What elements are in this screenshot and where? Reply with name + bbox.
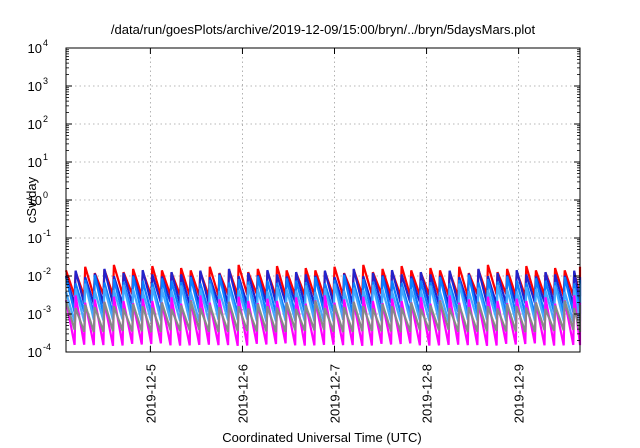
y-tick-exponent: -2: [43, 266, 51, 276]
x-axis-label: Coordinated Universal Time (UTC): [222, 430, 421, 445]
series-line: [64, 283, 582, 323]
y-tick-label: 10: [28, 155, 42, 170]
y-tick-label: 10: [28, 345, 42, 360]
y-tick-label: 10: [28, 117, 42, 132]
x-tick-label: 2019-12-9: [512, 364, 527, 423]
y-tick-exponent: -3: [43, 304, 51, 314]
y-tick-exponent: 4: [43, 38, 48, 48]
y-tick-exponent: -1: [43, 228, 51, 238]
y-axis-label: cSv/day: [24, 176, 39, 223]
series-layer: [64, 264, 582, 347]
series-line: [64, 300, 582, 333]
x-tick-label: 2019-12-5: [143, 364, 158, 423]
x-tick-label: 2019-12-7: [328, 364, 343, 423]
chart-title: /data/run/goesPlots/archive/2019-12-09/1…: [111, 22, 536, 37]
y-tick-exponent: 2: [43, 114, 48, 124]
series-line: [64, 268, 582, 305]
y-tick-label: 10: [28, 307, 42, 322]
x-tick-label: 2019-12-6: [235, 364, 250, 423]
y-tick-label: 10: [28, 193, 42, 208]
y-tick-exponent: 0: [43, 190, 48, 200]
y-tick-label: 10: [28, 231, 42, 246]
y-tick-label: 10: [28, 269, 42, 284]
y-tick-exponent: -4: [43, 342, 51, 352]
y-tick-exponent: 3: [43, 76, 48, 86]
y-tick-label: 10: [28, 79, 42, 94]
x-tick-label: 2019-12-8: [420, 364, 435, 423]
y-tick-exponent: 1: [43, 152, 48, 162]
y-tick-label: 10: [28, 41, 42, 56]
